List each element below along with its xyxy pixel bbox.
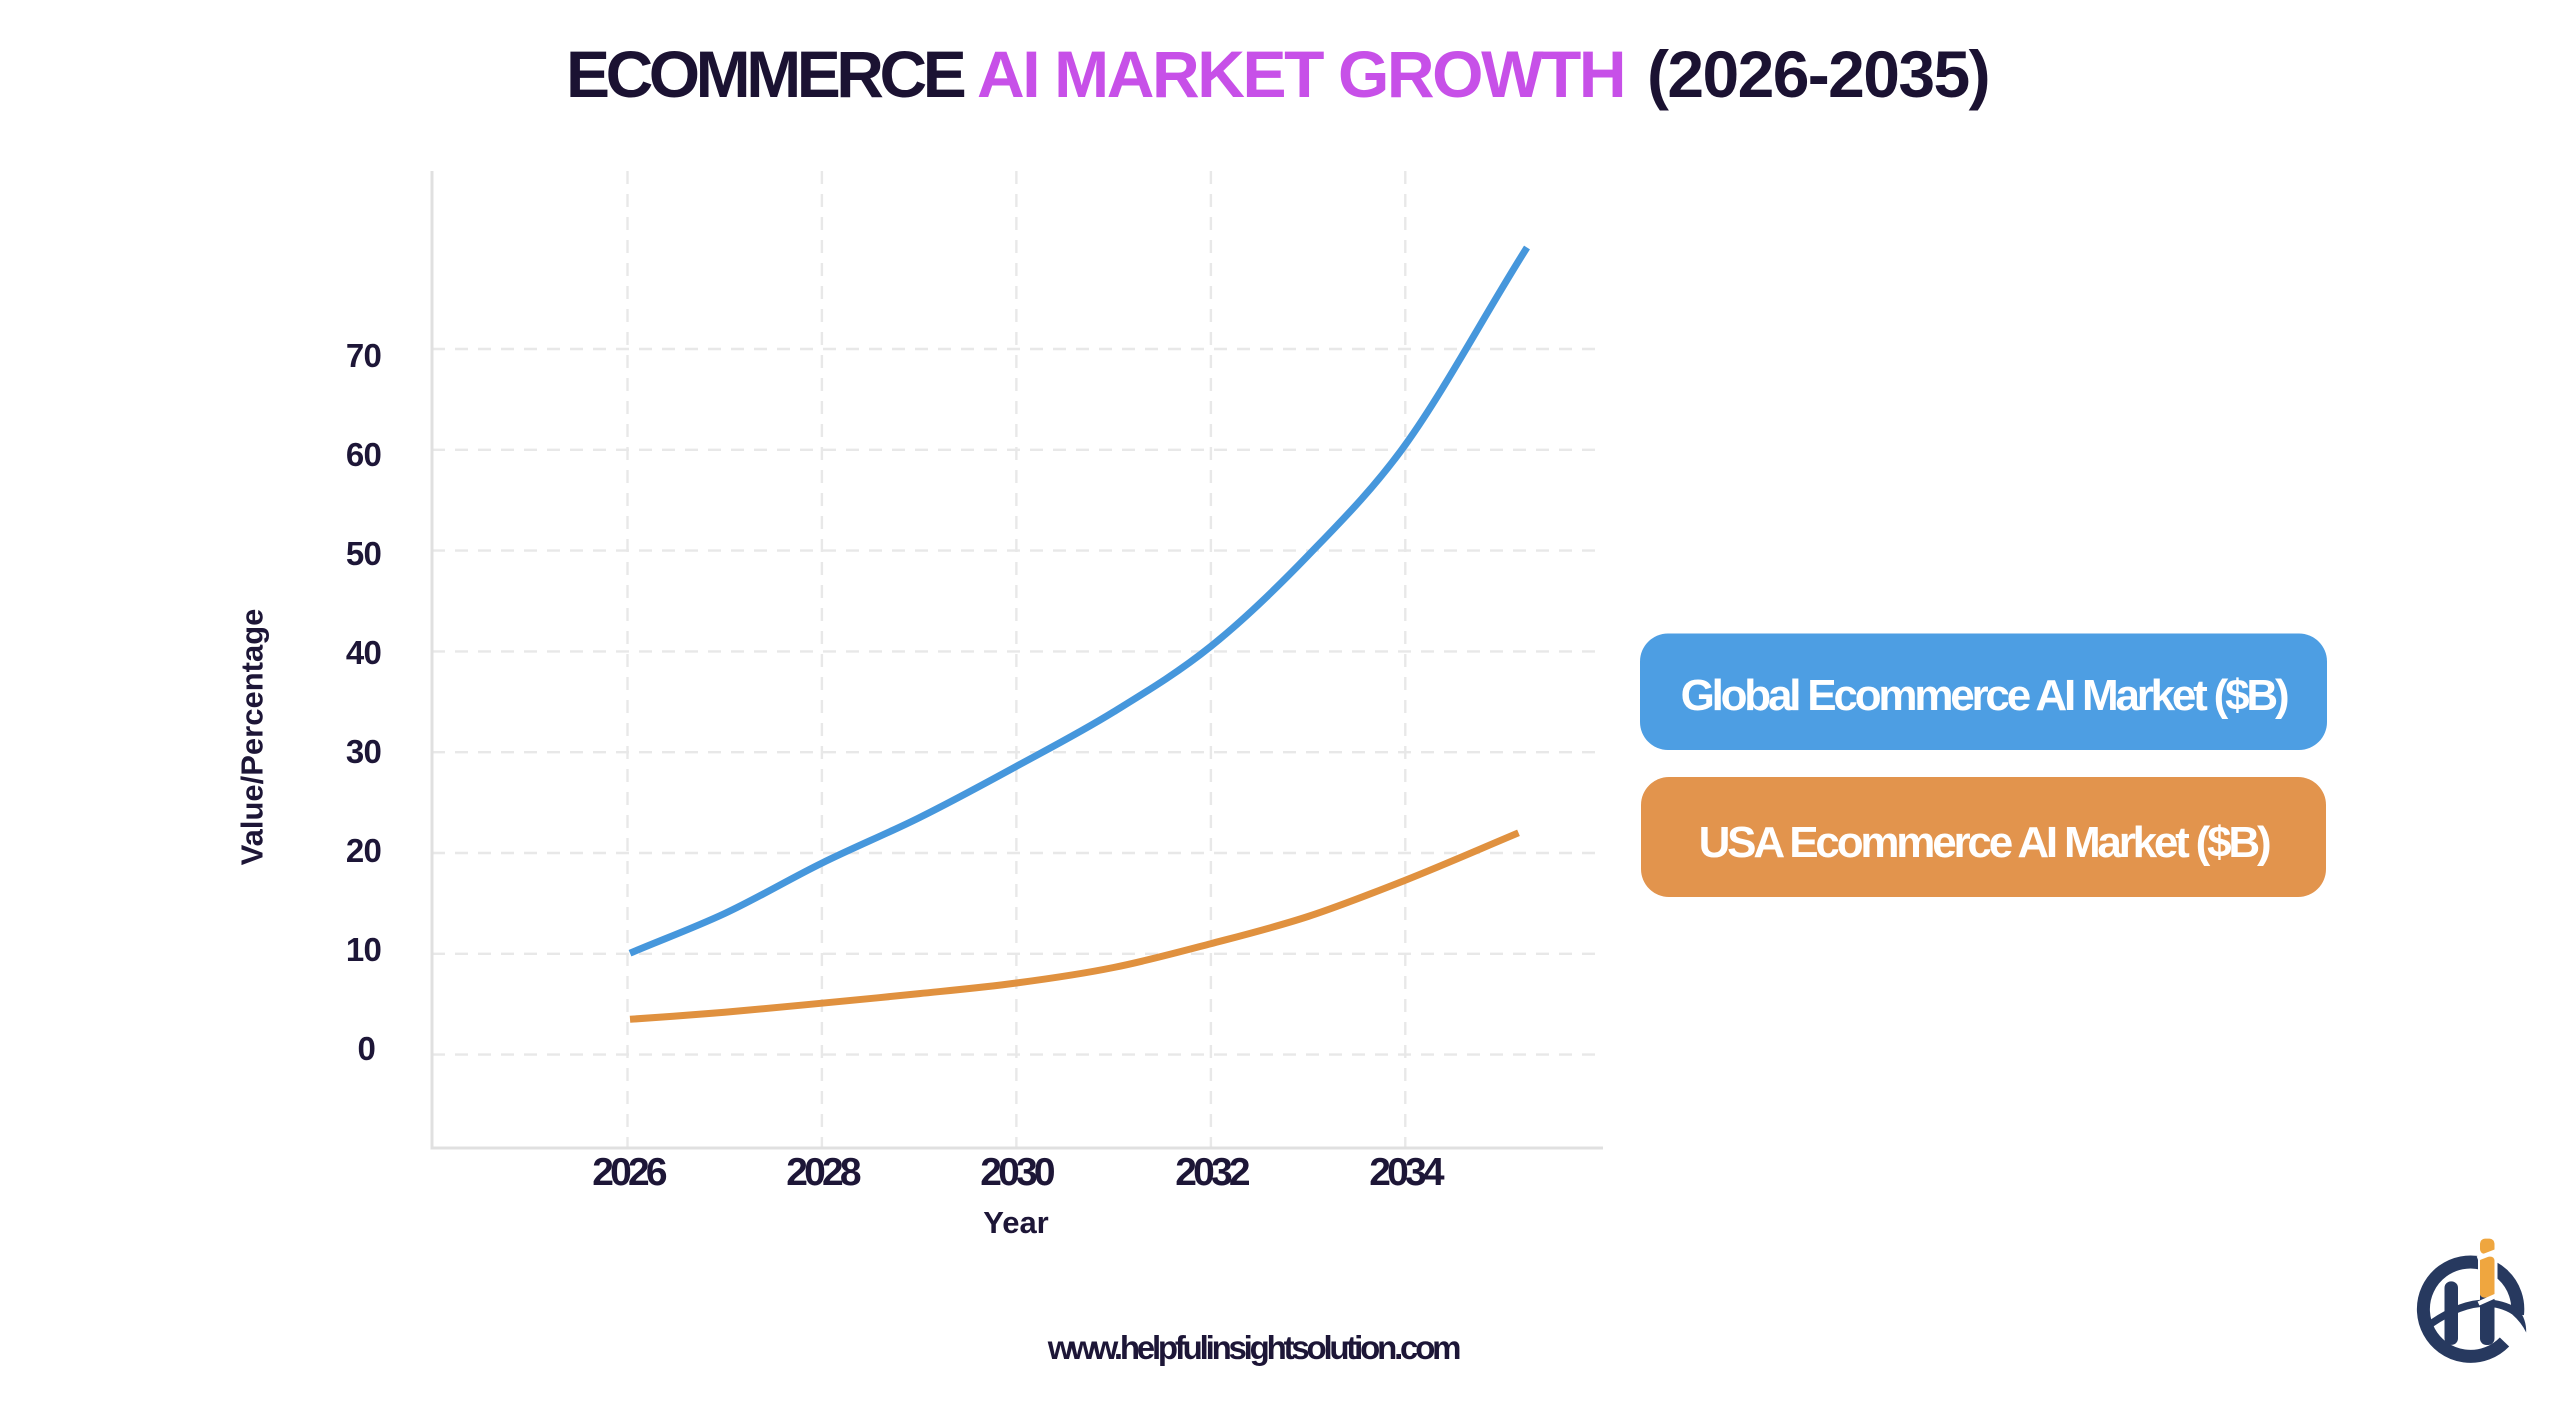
svg-text:70: 70: [346, 337, 381, 374]
svg-text:40: 40: [346, 634, 381, 671]
svg-text:2034: 2034: [1369, 1151, 1445, 1194]
svg-text:0: 0: [357, 1030, 375, 1067]
svg-text:30: 30: [346, 733, 381, 770]
svg-text:USA Ecommerce AI Market ($B): USA Ecommerce AI Market ($B): [1699, 818, 2270, 867]
svg-text:(2026-2035): (2026-2035): [1647, 37, 1989, 111]
svg-text:2032: 2032: [1175, 1151, 1250, 1194]
svg-text:10: 10: [346, 931, 381, 968]
svg-text:50: 50: [346, 535, 381, 572]
svg-text:60: 60: [346, 436, 381, 473]
svg-text:Year: Year: [983, 1205, 1049, 1240]
svg-text:AI MARKET GROWTH: AI MARKET GROWTH: [977, 37, 1624, 111]
svg-text:Global Ecommerce AI Market ($B: Global Ecommerce AI Market ($B): [1681, 671, 2288, 720]
svg-text:Value/Percentage: Value/Percentage: [235, 609, 270, 866]
svg-text:20: 20: [346, 832, 381, 869]
svg-text:2030: 2030: [980, 1151, 1055, 1194]
svg-text:2026: 2026: [592, 1151, 667, 1194]
svg-text:www.helpfulinsightsolution.com: www.helpfulinsightsolution.com: [1047, 1329, 1460, 1366]
svg-text:ECOMMERCE: ECOMMERCE: [566, 37, 965, 111]
svg-text:2028: 2028: [786, 1151, 861, 1194]
